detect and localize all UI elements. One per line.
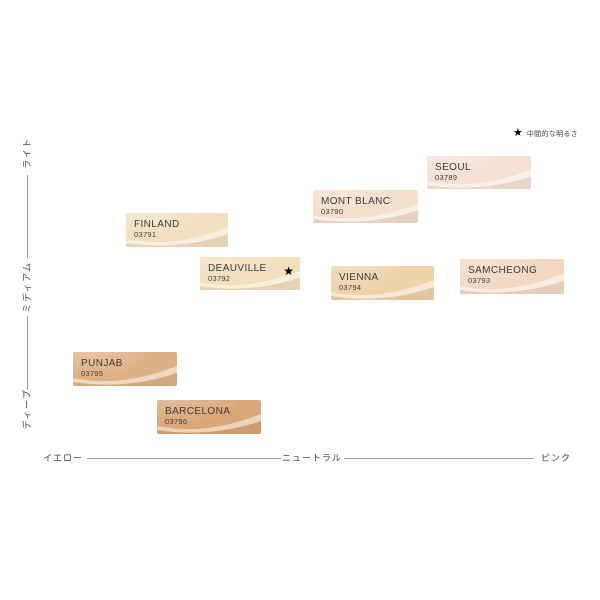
shade-code: 03790 — [321, 207, 344, 216]
x-axis-line-right — [344, 458, 534, 459]
x-axis-label-yellow: イエロー — [43, 453, 83, 463]
shade-swatch-finland: FINLAND 03791 — [126, 213, 228, 247]
cream-smear-texture — [460, 273, 564, 294]
shade-name: VIENNA — [339, 272, 379, 283]
shade-name: PUNJAB — [81, 358, 123, 369]
cream-smear-texture — [200, 270, 300, 290]
x-axis-line-left — [87, 458, 281, 459]
shade-name: SAMCHEONG — [468, 265, 538, 276]
cream-smear-texture — [331, 280, 434, 300]
star-icon: ★ — [513, 127, 523, 139]
shade-name: SEOUL — [435, 162, 471, 173]
y-axis-line-upper — [27, 175, 28, 258]
x-axis-label-pink: ピンク — [540, 453, 571, 463]
legend: ★ 中間的な明るさ — [513, 128, 578, 139]
shade-code: 03794 — [339, 283, 362, 292]
shade-code: 03789 — [435, 173, 458, 182]
shade-code: 03792 — [208, 274, 231, 283]
shade-swatch-seoul: SEOUL 03789 — [427, 156, 531, 189]
legend-label: 中間的な明るさ — [526, 130, 578, 138]
shade-swatch-samcheong: SAMCHEONG 03793 — [460, 259, 564, 294]
cream-smear-texture — [157, 414, 261, 434]
shade-swatch-deauville: DEAUVILLE 03792 ★ — [200, 257, 300, 290]
shade-name: DEAUVILLE — [208, 263, 267, 274]
shade-code: 03796 — [165, 417, 188, 426]
shade-code: 03791 — [134, 230, 157, 239]
cream-smear-texture — [73, 366, 177, 386]
shade-code: 03793 — [468, 276, 491, 285]
x-axis-label-neutral: ニュートラル — [281, 453, 342, 463]
shade-name: MONT BLANC — [321, 196, 391, 207]
y-axis-label-deep: ディープ — [22, 388, 32, 430]
cream-smear-texture — [313, 203, 418, 223]
shade-name: BARCELONA — [165, 406, 231, 417]
shade-swatch-barcelona: BARCELONA 03796 — [157, 400, 261, 434]
shade-swatch-vienna: VIENNA 03794 — [331, 266, 434, 300]
shade-code: 03795 — [81, 369, 104, 378]
y-axis-line-lower — [27, 316, 28, 390]
shade-swatch-punjab: PUNJAB 03795 — [73, 352, 177, 386]
shade-name: FINLAND — [134, 219, 180, 230]
shade-swatch-mont-blanc: MONT BLANC 03790 — [313, 190, 418, 223]
cream-smear-texture — [427, 169, 531, 189]
intermediate-brightness-star-icon: ★ — [283, 264, 294, 278]
cream-smear-texture — [126, 227, 228, 247]
